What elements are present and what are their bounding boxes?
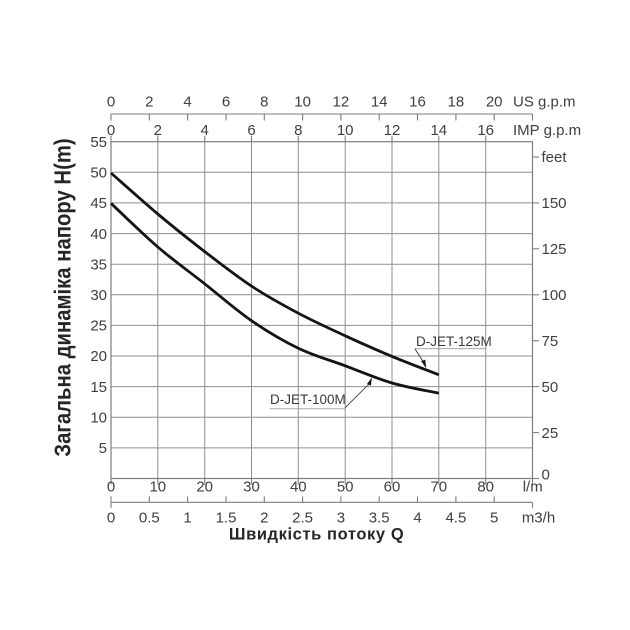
svg-text:8: 8 bbox=[294, 122, 302, 139]
svg-text:4: 4 bbox=[201, 122, 209, 139]
svg-text:75: 75 bbox=[542, 333, 559, 350]
svg-text:10: 10 bbox=[337, 122, 354, 139]
svg-text:150: 150 bbox=[542, 195, 567, 212]
svg-text:16: 16 bbox=[409, 94, 426, 111]
svg-text:18: 18 bbox=[448, 94, 465, 111]
svg-text:2: 2 bbox=[145, 94, 153, 111]
svg-text:10: 10 bbox=[149, 478, 166, 495]
svg-text:10: 10 bbox=[90, 410, 107, 427]
svg-text:D-JET-125M: D-JET-125M bbox=[416, 334, 492, 349]
svg-text:12: 12 bbox=[384, 122, 401, 139]
svg-text:1.5: 1.5 bbox=[216, 509, 237, 526]
svg-text:4: 4 bbox=[413, 509, 421, 526]
svg-text:US g.p.m: US g.p.m bbox=[513, 94, 576, 111]
svg-text:0.5: 0.5 bbox=[139, 509, 160, 526]
svg-text:40: 40 bbox=[90, 226, 107, 243]
svg-text:30: 30 bbox=[90, 287, 107, 304]
svg-text:70: 70 bbox=[430, 478, 447, 495]
svg-text:feet: feet bbox=[542, 149, 568, 166]
svg-text:55: 55 bbox=[90, 134, 107, 151]
svg-text:5: 5 bbox=[490, 509, 498, 526]
svg-text:0: 0 bbox=[542, 467, 550, 484]
svg-text:4: 4 bbox=[183, 94, 191, 111]
svg-text:1: 1 bbox=[183, 509, 191, 526]
svg-text:2.5: 2.5 bbox=[292, 509, 313, 526]
svg-text:30: 30 bbox=[243, 478, 260, 495]
svg-text:m3/h: m3/h bbox=[522, 509, 555, 526]
svg-text:3: 3 bbox=[337, 509, 345, 526]
svg-text:D-JET-100M: D-JET-100M bbox=[270, 392, 346, 407]
svg-text:80: 80 bbox=[477, 478, 494, 495]
svg-text:10: 10 bbox=[294, 94, 311, 111]
svg-text:14: 14 bbox=[430, 122, 447, 139]
svg-text:45: 45 bbox=[90, 195, 107, 212]
svg-text:25: 25 bbox=[542, 425, 559, 442]
svg-text:5: 5 bbox=[99, 440, 107, 457]
svg-text:20: 20 bbox=[196, 478, 213, 495]
svg-text:0: 0 bbox=[107, 122, 115, 139]
svg-text:125: 125 bbox=[542, 241, 567, 258]
svg-text:0: 0 bbox=[107, 509, 115, 526]
svg-text:0: 0 bbox=[107, 478, 115, 495]
svg-text:Загальна динаміка напору H(m): Загальна динаміка напору H(m) bbox=[49, 138, 76, 456]
svg-text:100: 100 bbox=[542, 287, 567, 304]
svg-text:2: 2 bbox=[260, 509, 268, 526]
svg-text:IMP g.p.m: IMP g.p.m bbox=[513, 122, 581, 139]
svg-text:50: 50 bbox=[337, 478, 354, 495]
svg-text:2: 2 bbox=[154, 122, 162, 139]
svg-text:15: 15 bbox=[90, 379, 107, 396]
svg-text:60: 60 bbox=[384, 478, 401, 495]
svg-text:12: 12 bbox=[333, 94, 350, 111]
svg-text:50: 50 bbox=[542, 379, 559, 396]
svg-text:4.5: 4.5 bbox=[445, 509, 466, 526]
svg-text:25: 25 bbox=[90, 318, 107, 335]
svg-text:20: 20 bbox=[486, 94, 503, 111]
svg-text:20: 20 bbox=[90, 348, 107, 365]
svg-text:8: 8 bbox=[260, 94, 268, 111]
svg-text:3.5: 3.5 bbox=[369, 509, 390, 526]
svg-text:Швидкість потоку Q: Швидкість потоку Q bbox=[229, 526, 404, 544]
svg-text:6: 6 bbox=[247, 122, 255, 139]
svg-text:l/m: l/m bbox=[523, 478, 543, 495]
svg-text:0: 0 bbox=[107, 94, 115, 111]
svg-text:50: 50 bbox=[90, 165, 107, 182]
svg-text:14: 14 bbox=[371, 94, 388, 111]
svg-text:16: 16 bbox=[477, 122, 494, 139]
svg-text:40: 40 bbox=[290, 478, 307, 495]
svg-text:35: 35 bbox=[90, 256, 107, 273]
svg-text:6: 6 bbox=[222, 94, 230, 111]
